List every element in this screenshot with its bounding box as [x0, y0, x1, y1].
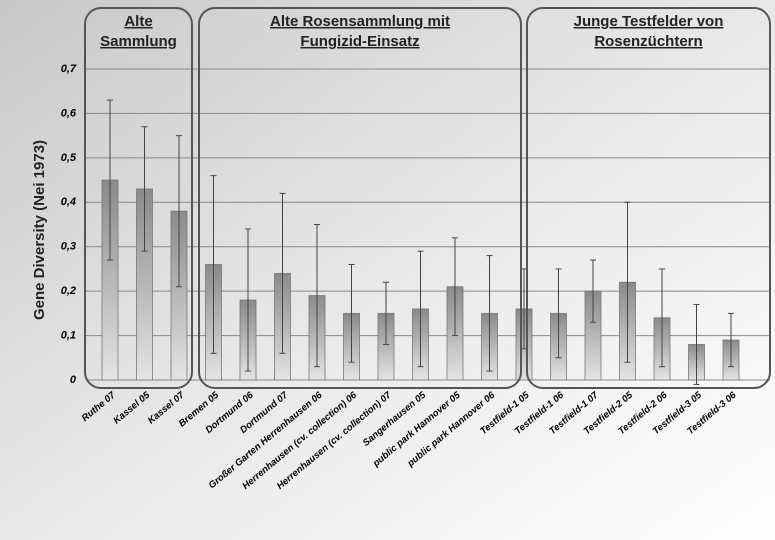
error-bar	[245, 228, 251, 372]
error-bar	[624, 201, 631, 363]
group-box	[526, 7, 771, 389]
error-bar	[176, 135, 182, 288]
error-bar	[107, 99, 113, 261]
group-box	[84, 7, 193, 389]
error-bar	[590, 259, 596, 323]
y-tick-label: 0,2	[61, 285, 76, 297]
error-bar	[452, 237, 458, 337]
error-bar	[486, 255, 493, 372]
group-title: Sammlung	[100, 33, 177, 50]
error-bar	[279, 192, 286, 354]
error-bar	[417, 250, 424, 368]
error-bar	[728, 312, 734, 368]
error-bar	[314, 224, 320, 368]
error-bar	[693, 303, 700, 385]
error-bar	[555, 268, 562, 359]
y-tick-label: 0,6	[61, 107, 77, 119]
error-bar	[348, 263, 355, 363]
y-tick-label: 0,1	[61, 329, 76, 341]
group-title: Alte Rosensammlung mit	[270, 13, 450, 30]
y-axis-label: Gene Diversity (Nei 1973)	[31, 140, 48, 320]
error-bar	[141, 126, 148, 252]
y-tick-label: 0,4	[61, 196, 76, 208]
error-bar	[210, 175, 217, 354]
group-title: Fungizid-Einsatz	[300, 33, 419, 50]
y-tick-label: 0,5	[61, 152, 77, 164]
error-bar	[659, 268, 665, 368]
group-title: Junge Testfelder von	[574, 13, 724, 30]
y-tick-label: 0,7	[61, 63, 77, 75]
group-title: Rosenzüchtern	[594, 33, 702, 50]
group-title: Alte	[124, 13, 152, 30]
y-tick-label: 0,3	[61, 241, 76, 253]
error-bar	[383, 281, 389, 345]
y-tick-label: 0	[70, 374, 77, 386]
group-box	[198, 7, 522, 389]
